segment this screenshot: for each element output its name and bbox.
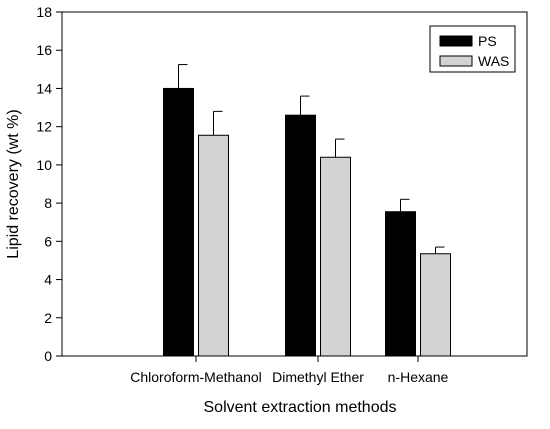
- legend: PS WAS: [429, 25, 516, 73]
- bars-group: [163, 87, 451, 357]
- y-tick-label: 10: [36, 157, 52, 173]
- y-tick-label: 6: [44, 233, 52, 249]
- bar-was: [320, 156, 351, 357]
- y-tick-label: 14: [36, 80, 52, 96]
- error-bars-group: [178, 64, 445, 254]
- x-tick-label: Dimethyl Ether: [272, 369, 364, 385]
- y-tick-label: 16: [36, 42, 52, 58]
- y-axis-label: Lipid recovery (wt %): [5, 109, 22, 258]
- y-tick-label: 18: [36, 4, 52, 20]
- bar-ps: [385, 211, 416, 357]
- y-tick-label: 12: [36, 119, 52, 135]
- bar-ps: [285, 114, 316, 357]
- y-tick-label: 2: [44, 310, 52, 326]
- legend-label-was: WAS: [478, 53, 509, 69]
- legend-swatch-ps: [439, 35, 473, 47]
- x-tick-label: n-Hexane: [388, 369, 449, 385]
- x-tick-label: Chloroform-Methanol: [130, 369, 262, 385]
- y-tick-label: 8: [44, 195, 52, 211]
- x-axis-ticks: Chloroform-Methanol Dimethyl Ether n-Hexan…: [130, 356, 449, 385]
- y-tick-label: 0: [44, 348, 52, 364]
- x-axis-label: Solvent extraction methods: [204, 399, 397, 416]
- bar-was: [420, 253, 451, 357]
- y-axis-ticks: 0 2 4 6 8 10 12 14 16 18: [36, 4, 62, 364]
- legend-label-ps: PS: [478, 33, 497, 49]
- legend-swatch-was: [439, 55, 473, 67]
- y-tick-label: 4: [44, 272, 52, 288]
- bar-ps: [163, 87, 194, 357]
- bar-was: [198, 134, 229, 357]
